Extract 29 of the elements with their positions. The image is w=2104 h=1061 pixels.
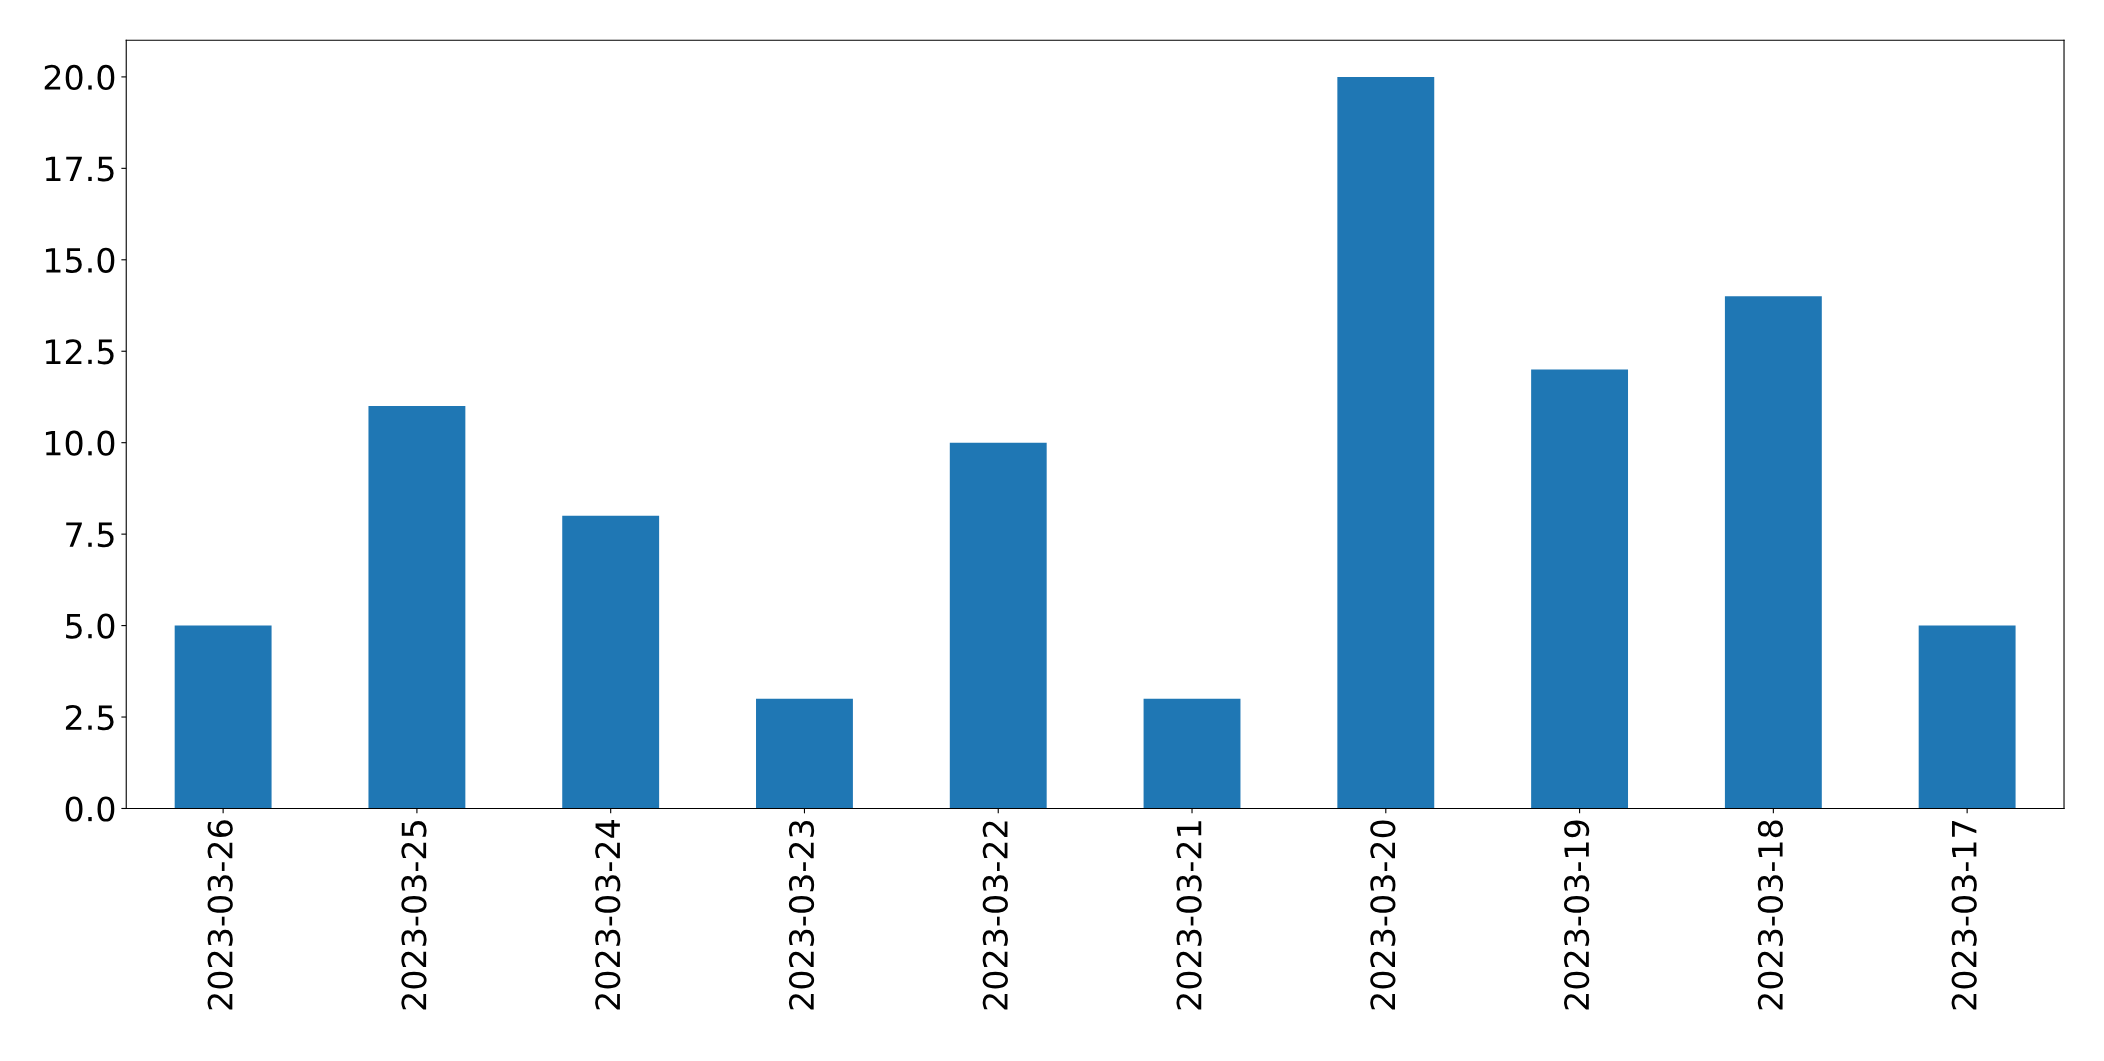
x-tick-label: 2023-03-24 (595, 820, 621, 1010)
bar (1143, 698, 1241, 809)
y-tick-label: 17.5 (45, 156, 114, 182)
y-tick-label: 10.0 (45, 430, 115, 456)
x-tick-label: 2023-03-18 (1757, 820, 1784, 1010)
x-tick-label: 2023-03-26 (207, 820, 233, 1010)
y-tick-label: 2.5 (65, 704, 114, 731)
bar (1337, 76, 1435, 809)
bar (1724, 296, 1822, 809)
x-tick-label: 2023-03-19 (1564, 820, 1590, 1010)
bar (562, 515, 660, 809)
bar (368, 406, 466, 809)
y-tick-label: 7.5 (66, 522, 114, 548)
x-tick-label: 2023-03-25 (401, 821, 427, 1010)
x-tick-label: 2023-03-22 (982, 821, 1008, 1010)
bar (174, 625, 272, 809)
bar (1531, 369, 1629, 809)
x-tick-label: 2023-03-20 (1370, 820, 1396, 1010)
y-tick-label: 5.0 (66, 613, 115, 639)
bar (1918, 625, 2016, 809)
y-tick-label: 15.0 (45, 247, 115, 273)
y-tick-label: 12.5 (45, 339, 114, 365)
x-tick-label: 2023-03-23 (788, 820, 815, 1010)
y-tick-label: 0.0 (65, 796, 115, 822)
y-tick-label: 20.0 (44, 64, 115, 91)
bar (949, 442, 1047, 809)
x-tick-label: 2023-03-17 (1951, 821, 1977, 1010)
bar (756, 698, 853, 809)
x-tick-label: 2023-03-21 (1176, 821, 1202, 1010)
